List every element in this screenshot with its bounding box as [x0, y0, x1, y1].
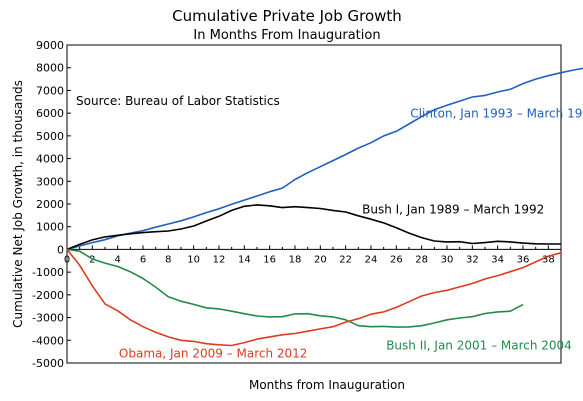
series-line-3: [66, 248, 562, 347]
series-label-1: Bush I, Jan 1989 – March 1992: [362, 203, 544, 217]
x-tick-label: 30: [441, 254, 454, 265]
x-tick-label: 24: [365, 254, 378, 265]
series-label-2: Bush II, Jan 2001 – March 2004: [386, 338, 572, 352]
y-tick-label: 5000: [36, 130, 64, 143]
series-line-2: [66, 248, 524, 328]
y-tick-label: -4000: [32, 334, 64, 347]
series-label-3: Obama, Jan 2009 – March 2012: [119, 346, 308, 360]
x-tick-label: 8: [165, 254, 171, 265]
x-tick-label: 4: [114, 254, 120, 265]
x-axis-ticks: 0 2 4 6 8 10 12 14 16 18 20 22 24 26 28 30 32 34 36 38: [64, 245, 562, 265]
y-tick-label: -1000: [32, 266, 64, 279]
y-tick-label: 2000: [36, 198, 64, 211]
x-tick-label: 22: [339, 254, 352, 265]
x-tick-label: 34: [491, 254, 504, 265]
y-tick-label: 4000: [36, 153, 64, 166]
series-lines: [66, 67, 583, 347]
x-tick-label: 0: [64, 254, 70, 265]
y-axis-label: Cumulative Net Job Growth, in thousands: [11, 80, 25, 328]
x-tick-label: 14: [238, 254, 251, 265]
x-tick-label: 28: [415, 254, 428, 265]
y-tick-label: 3000: [36, 175, 64, 188]
y-tick-label: 6000: [36, 107, 64, 120]
y-tick-label: -3000: [32, 312, 64, 325]
y-tick-label: -5000: [32, 357, 64, 370]
x-tick-label: 26: [390, 254, 403, 265]
series-line-1: [66, 204, 561, 251]
chart-subtitle: In Months From Inauguration: [193, 28, 380, 43]
series-line-0: [66, 67, 583, 251]
y-tick-label: 8000: [36, 62, 64, 75]
chart-title: Cumulative Private Job Growth: [172, 7, 402, 25]
x-tick-label: 10: [187, 254, 200, 265]
x-tick-label: 6: [140, 254, 146, 265]
y-tick-label: 1000: [36, 221, 64, 234]
x-tick-label: 16: [263, 254, 276, 265]
y-tick-label: 9000: [36, 39, 64, 52]
x-axis-label: Months from Inauguration: [249, 378, 405, 392]
x-tick-label: 32: [466, 254, 479, 265]
series-label-0: Clinton, Jan 1993 – March 1996: [410, 107, 583, 121]
y-tick-label: -2000: [32, 289, 64, 302]
y-axis-ticks: -5000-4000-3000-2000-1000010002000300040…: [32, 39, 71, 370]
source-note: Source: Bureau of Labor Statistics: [76, 94, 280, 108]
x-tick-label: 20: [314, 254, 327, 265]
x-tick-label: 18: [289, 254, 302, 265]
x-tick-label: 2: [89, 254, 95, 265]
x-tick-label: 12: [213, 254, 226, 265]
x-tick-label: 38: [542, 254, 555, 265]
y-tick-label: 7000: [36, 84, 64, 97]
series-labels: Clinton, Jan 1993 – March 1996 Bush I, Ja…: [119, 107, 583, 361]
y-tick-label: 0: [57, 243, 64, 256]
x-tick-label: 36: [517, 254, 530, 265]
